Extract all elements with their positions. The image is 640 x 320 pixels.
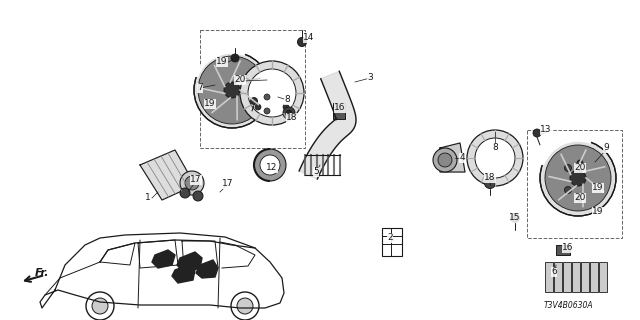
Bar (545, 262, 553, 292)
Circle shape (511, 213, 520, 222)
Text: 19: 19 (216, 58, 228, 67)
Circle shape (475, 138, 515, 178)
Text: 1: 1 (145, 194, 151, 203)
Text: 8: 8 (492, 143, 498, 153)
Circle shape (198, 56, 266, 124)
Circle shape (286, 110, 292, 116)
Circle shape (433, 148, 457, 172)
Bar (333, 103, 345, 119)
Circle shape (467, 130, 523, 186)
Circle shape (180, 188, 190, 198)
Circle shape (194, 52, 270, 128)
Circle shape (224, 82, 240, 98)
Text: 16: 16 (334, 103, 346, 113)
Circle shape (180, 171, 204, 195)
Text: 20: 20 (574, 194, 586, 203)
Text: 9: 9 (603, 143, 609, 153)
Text: Fr.: Fr. (35, 268, 49, 278)
Text: 12: 12 (266, 164, 278, 172)
Circle shape (240, 61, 304, 125)
Circle shape (185, 176, 199, 190)
Text: T3V4B0630A: T3V4B0630A (543, 300, 593, 309)
Bar (572, 262, 580, 292)
Text: 20: 20 (574, 164, 586, 172)
Text: 6: 6 (551, 268, 557, 276)
Circle shape (264, 94, 270, 100)
Bar (382, 228, 402, 256)
Circle shape (231, 292, 259, 320)
Polygon shape (299, 71, 356, 179)
Polygon shape (172, 265, 195, 283)
Bar (563, 262, 571, 292)
Text: 8: 8 (284, 95, 290, 105)
Text: 18: 18 (484, 173, 496, 182)
Circle shape (250, 98, 257, 105)
Text: 15: 15 (509, 213, 521, 222)
Circle shape (254, 149, 286, 181)
Circle shape (86, 292, 114, 320)
Circle shape (260, 155, 280, 175)
Text: 16: 16 (563, 244, 573, 252)
Text: 7: 7 (197, 84, 203, 92)
Circle shape (231, 54, 239, 62)
Polygon shape (140, 150, 195, 200)
Bar (599, 262, 607, 292)
Text: 2: 2 (387, 234, 393, 243)
Text: 19: 19 (592, 207, 604, 217)
Bar (554, 262, 562, 292)
Circle shape (283, 104, 289, 110)
Circle shape (540, 140, 616, 216)
Text: 4: 4 (459, 154, 465, 163)
Circle shape (193, 191, 203, 201)
Circle shape (248, 69, 296, 117)
Text: 18: 18 (286, 114, 298, 123)
Circle shape (298, 37, 307, 46)
Circle shape (564, 164, 572, 172)
Bar (200, 30, 305, 148)
Polygon shape (152, 250, 175, 268)
Circle shape (577, 160, 583, 166)
Text: 17: 17 (190, 175, 202, 185)
Circle shape (255, 104, 261, 110)
Text: 19: 19 (592, 183, 604, 193)
Text: 5: 5 (313, 167, 319, 177)
Text: 14: 14 (303, 34, 315, 43)
Circle shape (545, 145, 611, 211)
Bar (527, 130, 622, 238)
Circle shape (577, 195, 583, 201)
Bar (590, 262, 598, 292)
Circle shape (570, 170, 586, 186)
Circle shape (92, 298, 108, 314)
Text: 19: 19 (204, 100, 216, 108)
Polygon shape (440, 143, 465, 172)
Bar (581, 262, 589, 292)
Polygon shape (177, 252, 202, 272)
Text: 3: 3 (367, 74, 373, 83)
Bar (556, 245, 570, 255)
Circle shape (484, 178, 495, 188)
Text: 20: 20 (234, 76, 246, 84)
Circle shape (264, 108, 270, 114)
Circle shape (237, 298, 253, 314)
Circle shape (564, 187, 572, 194)
Circle shape (283, 107, 295, 119)
Text: 17: 17 (222, 180, 234, 188)
Circle shape (533, 129, 541, 137)
Polygon shape (196, 260, 218, 278)
Text: 13: 13 (540, 125, 552, 134)
Circle shape (438, 153, 452, 167)
